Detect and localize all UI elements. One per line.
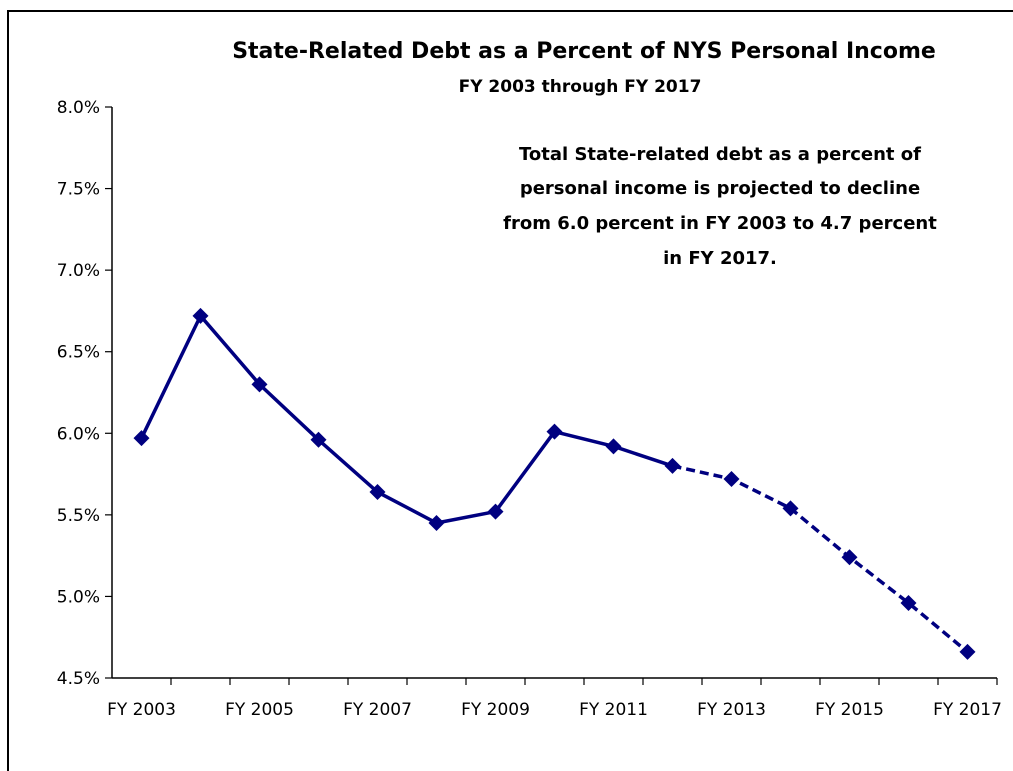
- y-tick-label: 6.0%: [57, 424, 100, 444]
- actual-series-line: [139, 314, 674, 525]
- y-tick-label: 8.0%: [57, 98, 100, 118]
- y-tick-label: 6.5%: [57, 343, 100, 363]
- data-point-marker: [310, 431, 327, 448]
- data-point-marker: [369, 484, 386, 501]
- data-point-marker: [546, 423, 563, 440]
- series-layer: [133, 307, 976, 660]
- data-point-marker: [251, 376, 268, 393]
- data-point-marker: [133, 430, 150, 447]
- x-tick-label: FY 2011: [579, 700, 648, 720]
- x-tick-label: FY 2003: [107, 700, 176, 720]
- x-tick-label: FY 2013: [697, 700, 766, 720]
- chart-border: [7, 10, 1013, 771]
- annotation-line-4: in FY 2017.: [663, 248, 777, 269]
- x-tick-label: FY 2017: [933, 700, 1002, 720]
- data-point-marker: [487, 503, 504, 520]
- x-axis-ticks: FY 2003 FY 2005 FY 2007 FY 2009 FY 2011 FY 20…: [107, 678, 1002, 720]
- projected-series-line: [672, 464, 969, 654]
- annotation-line-1: Total State-related debt as a percent of: [519, 144, 921, 165]
- data-point-marker: [900, 594, 917, 611]
- chart-title: State-Related Debt as a Percent of NYS P…: [232, 39, 936, 64]
- x-tick-label: FY 2015: [815, 700, 884, 720]
- x-tick-label: FY 2005: [225, 700, 294, 720]
- y-tick-label: 4.5%: [57, 669, 100, 689]
- data-point-marker: [782, 500, 799, 517]
- data-point-marker: [664, 457, 681, 474]
- data-point-marker: [428, 515, 445, 532]
- y-tick-label: 7.5%: [57, 180, 100, 200]
- annotation-line-3: from 6.0 percent in FY 2003 to 4.7 perce…: [503, 213, 937, 234]
- data-point-marker: [959, 643, 976, 660]
- x-tick-label: FY 2007: [343, 700, 412, 720]
- chart-subtitle: FY 2003 through FY 2017: [459, 77, 702, 97]
- data-point-marker: [841, 549, 858, 566]
- y-tick-label: 5.0%: [57, 587, 100, 607]
- y-axis-ticks: 4.5% 5.0% 5.5% 6.0% 6.5% 7.0% 7.5% 8.0%: [57, 98, 112, 689]
- x-tick-label: FY 2009: [461, 700, 530, 720]
- data-point-marker: [605, 438, 622, 455]
- annotation-line-2: personal income is projected to decline: [520, 178, 920, 199]
- data-point-marker: [192, 307, 209, 324]
- data-point-marker: [723, 470, 740, 487]
- y-tick-label: 5.5%: [57, 506, 100, 526]
- y-tick-label: 7.0%: [57, 261, 100, 281]
